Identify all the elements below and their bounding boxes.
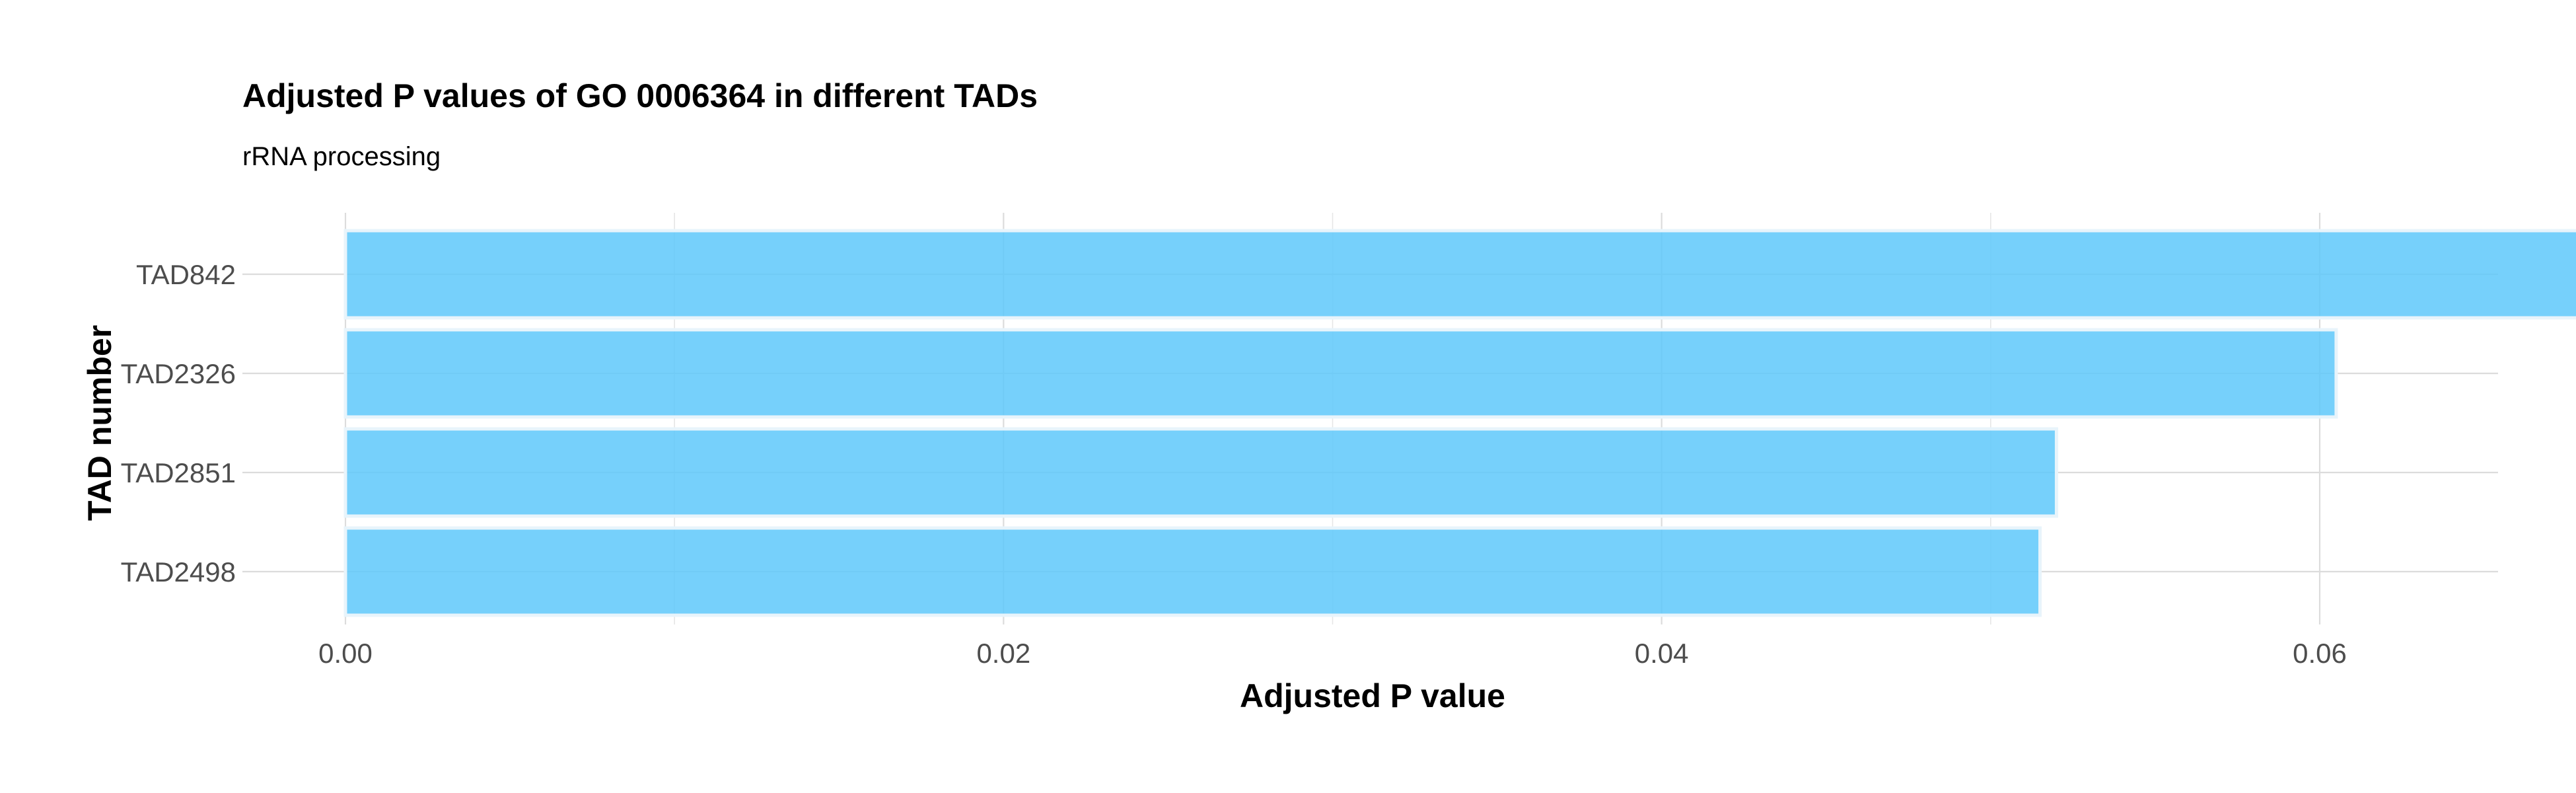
bar-tad2326 — [343, 328, 2338, 419]
bars — [343, 229, 2576, 617]
y-tick-label: TAD2851 — [121, 457, 236, 488]
x-axis-tick-labels: 0.00 0.02 0.04 0.06 — [318, 638, 2347, 669]
x-tick-label: 0.06 — [2293, 638, 2347, 669]
chart-title: Adjusted P values of GO 0006364 in diffe… — [242, 77, 1038, 114]
y-tick-label: TAD2326 — [121, 358, 236, 389]
bar-tad842 — [343, 229, 2576, 320]
x-tick-label: 0.00 — [318, 638, 373, 669]
x-tick-label: 0.04 — [1635, 638, 1689, 669]
y-axis-title: TAD number — [81, 325, 118, 521]
chart-subtitle: rRNA processing — [242, 142, 441, 171]
bar-tad2851 — [343, 427, 2058, 518]
y-tick-label: TAD842 — [136, 259, 236, 290]
y-tick-label: TAD2498 — [121, 556, 236, 587]
x-tick-label: 0.02 — [976, 638, 1030, 669]
x-axis-title: Adjusted P value — [1240, 677, 1505, 714]
y-axis-tick-labels: TAD842 TAD2326 TAD2851 TAD2498 — [121, 259, 236, 587]
bar-tad2498 — [343, 526, 2042, 617]
